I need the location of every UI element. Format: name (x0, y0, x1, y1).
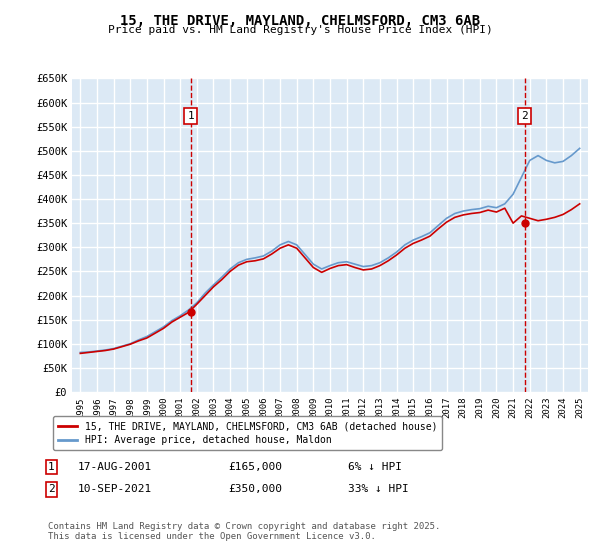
Legend: 15, THE DRIVE, MAYLAND, CHELMSFORD, CM3 6AB (detached house), HPI: Average price: 15, THE DRIVE, MAYLAND, CHELMSFORD, CM3 … (53, 417, 442, 450)
Text: 2: 2 (521, 111, 528, 121)
Text: 1: 1 (48, 462, 55, 472)
Text: Contains HM Land Registry data © Crown copyright and database right 2025.
This d: Contains HM Land Registry data © Crown c… (48, 522, 440, 542)
Text: 1: 1 (187, 111, 194, 121)
Text: £350,000: £350,000 (228, 484, 282, 494)
Text: 6% ↓ HPI: 6% ↓ HPI (348, 462, 402, 472)
Text: 2: 2 (48, 484, 55, 494)
Text: 33% ↓ HPI: 33% ↓ HPI (348, 484, 409, 494)
Text: 17-AUG-2001: 17-AUG-2001 (78, 462, 152, 472)
Text: 15, THE DRIVE, MAYLAND, CHELMSFORD, CM3 6AB: 15, THE DRIVE, MAYLAND, CHELMSFORD, CM3 … (120, 14, 480, 28)
Text: Price paid vs. HM Land Registry's House Price Index (HPI): Price paid vs. HM Land Registry's House … (107, 25, 493, 35)
Text: £165,000: £165,000 (228, 462, 282, 472)
Text: 10-SEP-2021: 10-SEP-2021 (78, 484, 152, 494)
